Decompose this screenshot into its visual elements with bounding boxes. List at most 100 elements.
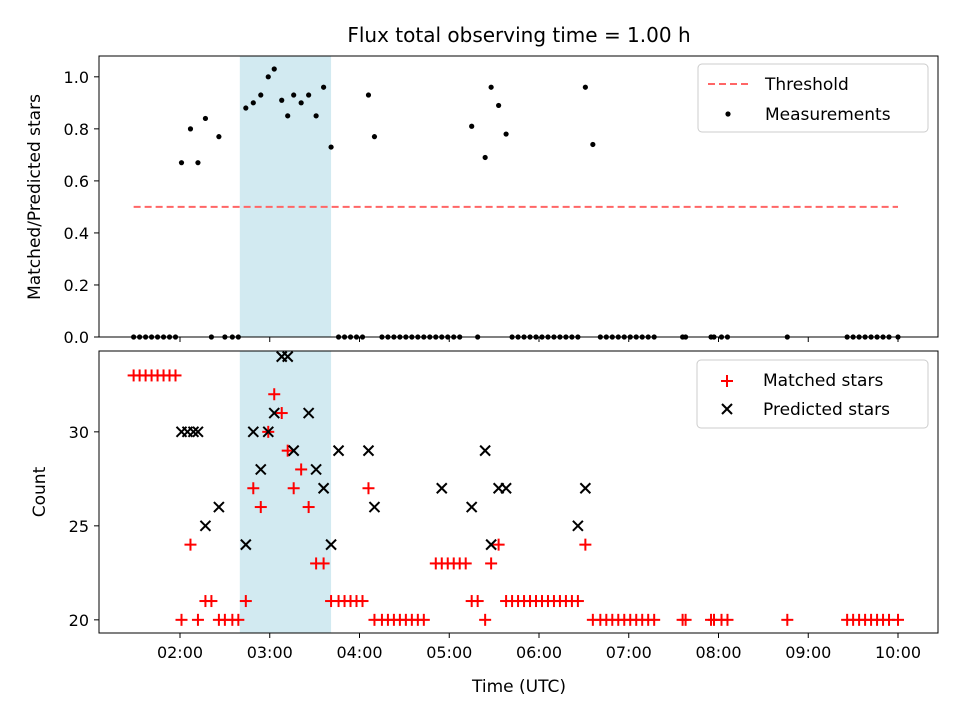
legend-matched-label: Matched stars [763, 371, 883, 391]
predicted-star-marker [262, 426, 274, 438]
legend-matched-swatch [721, 375, 733, 387]
top-legend: Threshold Measurements [697, 63, 929, 133]
matched-star-marker [579, 538, 592, 551]
predicted-star-marker [436, 482, 448, 494]
measurement-point [258, 92, 264, 98]
measurement-point [195, 160, 201, 166]
predicted-star-marker [281, 350, 294, 363]
legend-threshold-label: Threshold [764, 75, 849, 95]
bottom-plot-area [127, 350, 904, 626]
bottom-y-tick-label: 30 [69, 423, 89, 442]
bottom-y-tick-label: 25 [69, 517, 89, 536]
measurement-point [216, 134, 222, 140]
bottom-x-axis: 02:00 03:00 04:00 05:00 06:00 07:00 08:00 09:00… [157, 633, 921, 662]
measurement-point [365, 92, 372, 98]
matched-star-marker [191, 613, 204, 626]
predicted-star-marker [213, 501, 225, 513]
predicted-star-marker [572, 520, 584, 532]
top-axes-frame [98, 55, 939, 338]
measurement-point [243, 105, 249, 111]
matched-star-marker [362, 482, 375, 495]
bottom-panel: 20 25 30 02:00 03:00 04:00 05:00 06:00 07:00 08:… [30, 350, 939, 697]
legend-measurements-swatch [725, 111, 731, 117]
matched-star-marker [254, 501, 267, 514]
bottom-legend: Matched stars Predicted stars [696, 359, 929, 429]
matched-star-marker [247, 482, 260, 495]
predicted-star-marker [240, 538, 252, 551]
predicted-star-marker [479, 444, 491, 457]
matched-star-marker [275, 407, 288, 420]
predicted-star-marker [247, 426, 260, 438]
matched-star-marker [471, 595, 484, 608]
top-legend-box [697, 63, 929, 133]
measurement-point [321, 84, 327, 90]
predicted-star-marker [465, 501, 478, 513]
measurement-point [328, 144, 334, 150]
chart-title: Flux total observing time = 1.00 h [347, 23, 690, 47]
measurement-point [250, 100, 256, 106]
matched-star-marker [232, 613, 245, 626]
predicted-star-marker [310, 463, 322, 476]
x-tick-label: 05:00 [426, 643, 472, 662]
bottom-y-tick-label: 20 [69, 611, 89, 630]
matched-star-marker [175, 613, 188, 626]
matched-star-marker [721, 613, 734, 626]
bottom-y-axis-label: Count [30, 466, 50, 517]
x-tick-label: 04:00 [336, 643, 382, 662]
measurement-point [488, 84, 494, 90]
matched-star-marker [295, 463, 308, 476]
measurement-point [469, 123, 475, 129]
top-y-tick-label: 1.0 [64, 68, 89, 87]
legend-measurements-label: Measurements [765, 105, 891, 125]
top-highlight-span [239, 56, 332, 337]
matched-star-marker [479, 613, 492, 626]
top-y-axis: 0.0 0.2 0.4 0.6 0.8 1.0 [64, 68, 99, 347]
top-plot-area [131, 66, 901, 340]
matched-star-marker [287, 482, 300, 495]
matched-star-marker [184, 538, 197, 551]
measurement-point [265, 74, 271, 80]
x-tick-label: 08:00 [695, 643, 741, 662]
measurement-point [279, 97, 285, 103]
predicted-star-marker [317, 482, 330, 494]
measurement-point [187, 126, 194, 132]
top-y-tick-label: 0.2 [64, 276, 89, 295]
legend-predicted-label: Predicted stars [763, 400, 890, 420]
matched-star-marker [892, 613, 904, 626]
measurement-point [590, 141, 596, 148]
top-y-tick-label: 0.4 [64, 224, 89, 243]
measurement-point [582, 84, 588, 90]
bottom-y-axis: 20 25 30 [69, 423, 99, 630]
bottom-highlight-span [239, 351, 332, 633]
x-tick-label: 10:00 [875, 643, 921, 662]
matched-star-marker [492, 538, 505, 551]
measurement-point [496, 102, 502, 109]
top-y-axis-label: Matched/Predicted stars [25, 94, 45, 300]
predicted-star-marker [325, 538, 337, 551]
matched-star-marker [302, 501, 315, 514]
matched-star-marker [268, 388, 281, 401]
matched-star-marker [281, 444, 294, 457]
matched-star-marker [679, 613, 692, 626]
matched-star-marker [169, 369, 182, 382]
top-panel: 0.0 0.2 0.4 0.6 0.8 1.0 Matched/Predicted sta… [25, 55, 939, 347]
x-tick-label: 03:00 [247, 643, 293, 662]
measurement-point [202, 115, 209, 122]
measurement-point [503, 131, 509, 137]
matched-star-marker [571, 595, 584, 608]
predicted-star-marker [268, 407, 280, 419]
top-y-tick-label: 0.0 [64, 328, 89, 347]
predicted-star-marker [287, 444, 300, 457]
measurement-point [271, 66, 277, 72]
predicted-star-marker [368, 501, 381, 513]
measurement-point [371, 134, 378, 140]
highlight-span-rect [239, 351, 332, 633]
x-tick-label: 02:00 [157, 643, 203, 662]
top-x-axis-ticks [179, 337, 899, 342]
predicted-star-marker [192, 426, 204, 438]
predicted-star-marker [332, 444, 345, 457]
matched-star-marker [205, 595, 218, 608]
measurement-point [291, 92, 297, 98]
top-y-tick-label: 0.8 [64, 120, 89, 139]
x-tick-label: 09:00 [785, 643, 831, 662]
